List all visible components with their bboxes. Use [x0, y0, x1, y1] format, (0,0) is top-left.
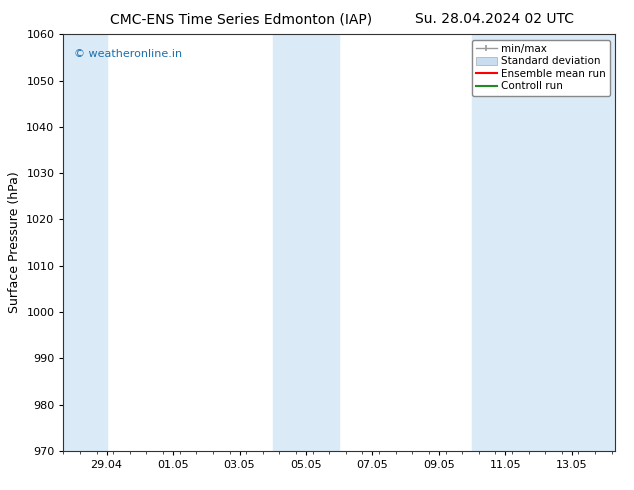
Y-axis label: Surface Pressure (hPa): Surface Pressure (hPa) — [8, 172, 21, 314]
Bar — [63, 34, 107, 451]
Text: © weatheronline.in: © weatheronline.in — [74, 49, 183, 59]
Bar — [472, 34, 615, 451]
Text: Su. 28.04.2024 02 UTC: Su. 28.04.2024 02 UTC — [415, 12, 574, 26]
Bar — [273, 34, 339, 451]
Text: CMC-ENS Time Series Edmonton (IAP): CMC-ENS Time Series Edmonton (IAP) — [110, 12, 372, 26]
Legend: min/max, Standard deviation, Ensemble mean run, Controll run: min/max, Standard deviation, Ensemble me… — [472, 40, 610, 96]
